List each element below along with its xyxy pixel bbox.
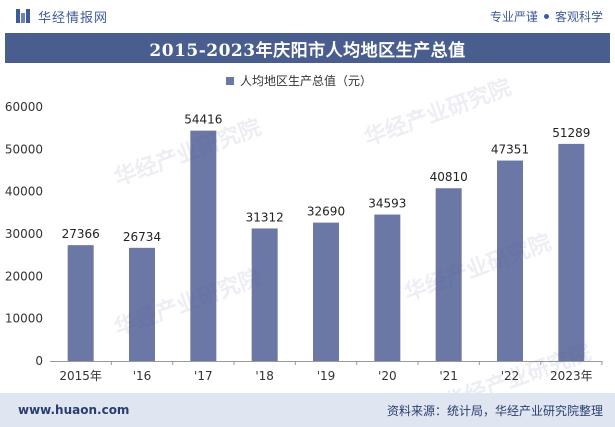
brand-name: 华经情报网 [38, 10, 109, 26]
x-tick-label-8: 2023年 [550, 369, 593, 383]
data-label-2: 54416 [184, 113, 222, 127]
x-tick-label-1: '16 [133, 369, 152, 383]
y-tick-label-4: 40000 [5, 185, 43, 199]
title-bar: 2015-2023年庆阳市人均地区生产总值 [5, 33, 610, 63]
top-bar: 华经情报网 专业严谨 客观科学 [0, 0, 615, 32]
brand-logo-icon [16, 9, 30, 23]
y-tick-label-1: 10000 [5, 312, 43, 326]
bar-4[interactable] [313, 222, 339, 361]
bar-6[interactable] [435, 188, 462, 361]
data-label-4: 32690 [307, 205, 345, 219]
chart-title: 2015-2023年庆阳市人均地区生产总值 [149, 40, 466, 61]
tagline-right: 客观科学 [554, 9, 603, 24]
data-label-7: 47351 [491, 143, 529, 157]
data-label-3: 31312 [246, 210, 284, 224]
bar-2[interactable] [190, 130, 217, 361]
data-label-8: 51289 [552, 126, 590, 140]
legend-swatch [226, 77, 234, 85]
footer: www.huaon.com 资料来源：统计局，华经产业研究院整理 [0, 393, 615, 427]
brand[interactable]: 华经情报网 [14, 7, 108, 26]
x-tick-label-6: '21 [439, 369, 458, 383]
y-tick-label-6: 60000 [5, 100, 43, 114]
x-tick-label-7: '22 [501, 369, 520, 383]
site-link[interactable]: www.huaon.com [18, 403, 130, 417]
bar-7[interactable] [497, 160, 523, 361]
tagline: 专业严谨 客观科学 [490, 8, 603, 25]
x-tick-label-2: '17 [194, 369, 213, 383]
tagline-left: 专业严谨 [489, 9, 538, 24]
y-tick-label-3: 30000 [5, 227, 43, 241]
x-axis: 2015年 '16 '17 '18 '19 '20 '21 '22 2023年 [50, 361, 603, 383]
y-tick-label-2: 20000 [5, 269, 43, 283]
bar-5[interactable] [374, 214, 401, 361]
bar-chart: 人均地区生产总值（元） 0 10000 20000 30000 40000 50000 60… [5, 73, 603, 383]
bar-0[interactable] [67, 245, 94, 361]
x-tick-label-0: 2015年 [59, 369, 102, 383]
x-tick-label-5: '20 [378, 369, 397, 383]
bar-3[interactable] [251, 228, 278, 361]
bar-8[interactable] [558, 143, 585, 361]
y-tick-label-0: 0 [35, 354, 43, 368]
x-tick-label-3: '18 [255, 369, 274, 383]
y-tick-label-5: 50000 [5, 142, 43, 156]
chart-legend: 人均地区生产总值（元） [226, 73, 372, 88]
bars [67, 130, 585, 361]
legend-label: 人均地区生产总值（元） [240, 73, 372, 88]
data-label-6: 40810 [430, 170, 468, 184]
source-note: 资料来源：统计局，华经产业研究院整理 [386, 403, 603, 418]
data-label-1: 26734 [123, 230, 161, 244]
tagline-dot-icon [543, 13, 549, 19]
data-label-5: 34593 [368, 197, 406, 211]
x-tick-label-4: '19 [317, 369, 336, 383]
data-labels: 27366 26734 54416 31312 32690 34593 40810 47351… [62, 113, 591, 244]
bar-1[interactable] [129, 247, 155, 361]
y-axis: 0 10000 20000 30000 40000 50000 60000 [5, 100, 43, 368]
data-label-0: 27366 [62, 227, 100, 241]
